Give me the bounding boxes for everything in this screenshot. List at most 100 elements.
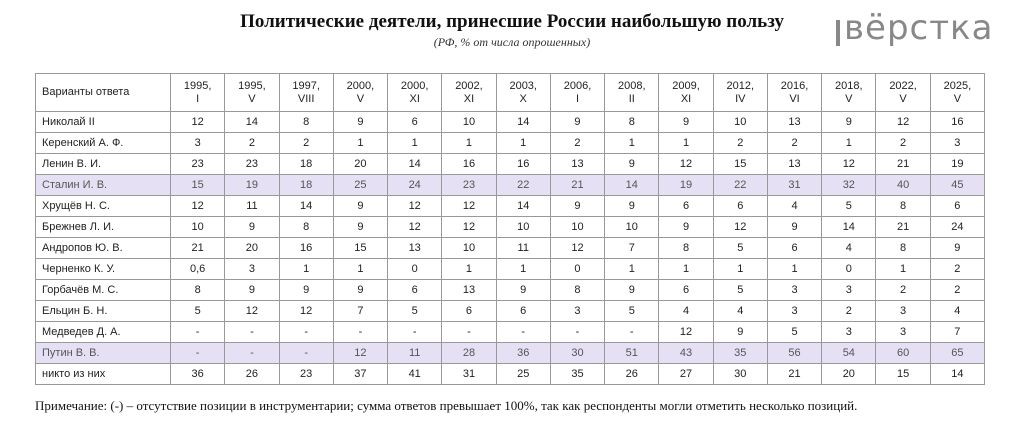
cell: 2: [766, 132, 823, 154]
cell: 22: [712, 174, 768, 196]
cell: 35: [712, 342, 768, 364]
cell: 5: [712, 279, 768, 301]
table-body: Николай II 12 14 8 9 6 10 14 9 8 9 10 13 9 12 16 Керенск…: [35, 111, 986, 385]
cell: 14: [495, 111, 551, 133]
column-header: 2022, V: [875, 73, 931, 112]
cell: 8: [169, 279, 226, 301]
title: Политические деятели, принесшие России н…: [240, 11, 784, 32]
cell: 21: [169, 237, 226, 259]
cell: 22: [495, 174, 551, 196]
cell: 9: [332, 279, 389, 301]
cell: 9: [495, 279, 551, 301]
cell: 4: [658, 300, 714, 322]
cell: 0: [821, 258, 877, 280]
cell: 1: [604, 258, 660, 280]
row-name: никто из них: [35, 363, 171, 385]
cell: 7: [604, 237, 660, 259]
corner-cell: Варианты ответа: [35, 73, 171, 112]
table-row: Горбачёв М. С. 8 9 9 9 6 13 9 8 9 6 5 3 3 2 2: [35, 279, 986, 301]
cell: -: [549, 321, 606, 343]
cell: 1: [875, 258, 931, 280]
cell: 4: [712, 300, 768, 322]
table-row: Черненко К. У. 0,6 3 1 1 0 1 1 0 1 1 1 1 0 1 2: [35, 258, 986, 280]
cell: 12: [658, 153, 714, 175]
cell: 2: [712, 132, 768, 154]
cell: 16: [278, 237, 334, 259]
column-header: 2025, V: [929, 73, 986, 112]
cell: 19: [929, 153, 986, 175]
cell: 6: [441, 300, 497, 322]
cell: 1: [712, 258, 768, 280]
row-name: Черненко К. У.: [35, 258, 171, 280]
cell: 41: [387, 363, 443, 385]
cell: 15: [169, 174, 226, 196]
cell: 10: [712, 111, 768, 133]
column-year: 2006,: [563, 79, 592, 92]
cell: 19: [224, 174, 280, 196]
column-header: 2006, I: [549, 73, 606, 112]
column-wave: I: [575, 92, 580, 105]
column-header: 1995, V: [224, 73, 280, 112]
cell: 14: [604, 174, 660, 196]
row-name: Керенский А. Ф.: [35, 132, 171, 154]
cell: 9: [604, 153, 660, 175]
column-header: 2002, XI: [441, 73, 497, 112]
column-year: 2025,: [943, 79, 972, 92]
cell: 1: [387, 132, 443, 154]
table-row: Хрущёв Н. С. 12 11 14 9 12 12 14 9 9 6 6 4 5 8 6: [35, 195, 986, 217]
cell: 20: [332, 153, 389, 175]
table-row: Керенский А. Ф. 3 2 2 1 1 1 1 2 1 1 2 2 1 2 3: [35, 132, 986, 154]
cell: 14: [929, 363, 986, 385]
row-name: Хрущёв Н. С.: [35, 195, 171, 217]
table-row: Сталин И. В. 15 19 18 25 24 23 22 21 14 19 22 31 32 40…: [35, 174, 986, 196]
column-wave: XI: [409, 92, 420, 105]
cell: 2: [929, 279, 986, 301]
cell: 21: [766, 363, 823, 385]
column-wave: X: [519, 92, 527, 105]
cell: 5: [387, 300, 443, 322]
cell: 1: [495, 258, 551, 280]
cell: 13: [766, 153, 823, 175]
cell: 18: [278, 153, 334, 175]
cell: 13: [387, 237, 443, 259]
table: Варианты ответа 1995, I 1995, V 1997, VIII 2000…: [35, 73, 986, 385]
cell: 4: [929, 300, 986, 322]
cell: 9: [604, 195, 660, 217]
row-name: Медведев Д. А.: [35, 321, 171, 343]
cell: 0: [387, 258, 443, 280]
row-name: Николай II: [35, 111, 171, 133]
cell: 12: [712, 216, 768, 238]
column-wave: V: [953, 92, 962, 105]
cell: 60: [875, 342, 931, 364]
cell: 2: [875, 279, 931, 301]
cell: 0: [549, 258, 606, 280]
cell: 8: [604, 111, 660, 133]
cell: 15: [332, 237, 389, 259]
cell: 6: [387, 279, 443, 301]
cell: 5: [604, 300, 660, 322]
cell: 12: [224, 300, 280, 322]
table-row: никто из них 36 26 23 37 41 31 25 35 26 27 30 21 20 15…: [35, 363, 986, 385]
cell: 6: [658, 195, 714, 217]
cell: 31: [766, 174, 823, 196]
cell: 12: [169, 111, 226, 133]
cell: 9: [658, 216, 714, 238]
column-wave: XI: [680, 92, 692, 105]
cell: 1: [278, 258, 334, 280]
column-wave: V: [899, 92, 907, 105]
cell: 5: [712, 237, 768, 259]
cell: 2: [875, 132, 931, 154]
cell: 2: [821, 300, 877, 322]
cell: 2: [549, 132, 606, 154]
cell: 32: [821, 174, 877, 196]
column-header: 2003, X: [495, 73, 551, 112]
cell: -: [332, 321, 389, 343]
cell: -: [604, 321, 660, 343]
column-wave: V: [845, 92, 853, 105]
cell: 12: [387, 195, 443, 217]
cell: 23: [278, 363, 334, 385]
table-row: Андропов Ю. В. 21 20 16 15 13 10 11 12 7 8 5 6 4 8 9: [35, 237, 986, 259]
logo: вёрстка: [832, 8, 993, 48]
cell: 1: [604, 132, 660, 154]
cell: 14: [224, 111, 280, 133]
